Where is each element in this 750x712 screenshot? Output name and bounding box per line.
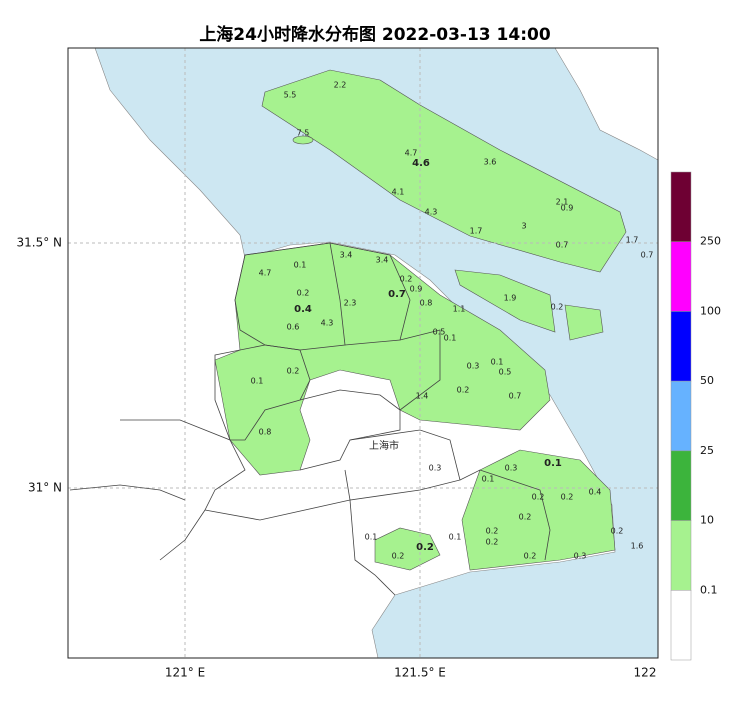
legend-swatch: [670, 311, 692, 382]
lon-label: 121.5° E: [394, 666, 446, 680]
station-value: 3.4: [340, 251, 353, 260]
legend-label: 50: [700, 374, 714, 387]
legend-swatch: [670, 590, 692, 661]
station-value: 0.1: [251, 377, 264, 386]
station-value: 0.2: [486, 527, 499, 536]
station-value: 0.2: [486, 538, 499, 547]
station-value: 0.2: [532, 493, 545, 502]
station-value: 0.3: [429, 464, 442, 473]
station-value: 1.1: [453, 305, 466, 314]
station-value: 0.1: [365, 533, 378, 542]
station-value: 1.7: [626, 236, 639, 245]
station-value: 0.7: [641, 251, 654, 260]
station-value: 0.9: [561, 204, 574, 213]
station-value: 0.3: [574, 552, 587, 561]
station-value: 0.9: [410, 285, 423, 294]
rain-area: [261, 69, 627, 273]
map-frame: [67, 47, 659, 659]
station-value: 4.7: [405, 149, 418, 158]
legend-label: 0.1: [700, 583, 718, 596]
station-value: 0.5: [433, 328, 446, 337]
lat-label: 31° N: [28, 481, 62, 495]
station-value: 7.5: [297, 129, 310, 138]
station-value: 0.2: [611, 527, 624, 536]
station-value: 0.6: [287, 323, 300, 332]
place-label: 上海市: [369, 439, 399, 452]
station-value: 4.1: [392, 188, 405, 197]
station-value: 0.1: [482, 475, 495, 484]
rain-area: [374, 527, 441, 571]
station-value: 1.4: [416, 392, 429, 401]
legend-swatch: [670, 241, 692, 312]
rain-area: [292, 135, 314, 145]
station-value: 1.9: [504, 294, 517, 303]
station-value: 0.2: [392, 552, 405, 561]
station-value: 1.6: [631, 542, 644, 551]
station-value: 2.3: [344, 299, 357, 308]
station-value: 3.6: [484, 158, 497, 167]
rain-area: [454, 269, 556, 333]
station-value: 0.2: [519, 513, 532, 522]
legend-swatch: [670, 171, 692, 242]
legend-label: 250: [700, 235, 721, 248]
lon-label: 121° E: [165, 666, 205, 680]
station-value: 0.2: [416, 542, 434, 553]
station-value: 0.1: [544, 458, 562, 469]
district-boundaries: [69, 242, 551, 596]
station-value: 0.2: [457, 386, 470, 395]
station-value: 3.4: [376, 256, 389, 265]
station-value: 0.2: [561, 493, 574, 502]
station-value: 0.3: [467, 362, 480, 371]
station-value: 0.2: [287, 367, 300, 376]
station-value: 0.8: [259, 428, 272, 437]
station-value: 0.7: [388, 289, 406, 300]
rain-area: [564, 304, 604, 341]
station-value: 3: [521, 222, 526, 231]
legend-label: 100: [700, 304, 721, 317]
lon-label: 122: [634, 666, 657, 680]
legend-swatch: [670, 380, 692, 452]
map-layers: [68, 47, 659, 659]
station-value: 4.3: [321, 319, 334, 328]
rain-area: [461, 449, 616, 571]
station-value: 2.1: [556, 198, 569, 207]
station-value: 0.2: [400, 275, 413, 284]
station-value: 0.5: [499, 368, 512, 377]
legend-label: 10: [700, 514, 714, 527]
station-value: 0.1: [294, 261, 307, 270]
station-value: 1.7: [470, 227, 483, 236]
station-value: 0.7: [509, 392, 522, 401]
station-value: 0.2: [524, 552, 537, 561]
legend-swatch: [670, 450, 692, 521]
station-value: 0.2: [551, 303, 564, 312]
station-value: 5.5: [284, 91, 297, 100]
station-value: 0.3: [505, 464, 518, 473]
station-value: 0.7: [556, 241, 569, 250]
map-title: 上海24小时降水分布图 2022-03-13 14:00: [199, 24, 551, 45]
station-value: 4.3: [425, 208, 438, 217]
lat-label: 31.5° N: [16, 236, 62, 250]
legend-label: 25: [700, 444, 714, 457]
legend: 250 100 50 25 10 0.1: [670, 171, 721, 661]
station-value: 0.8: [420, 299, 433, 308]
station-value: 0.1: [491, 358, 504, 367]
legend-swatch: [670, 520, 692, 591]
station-value: 0.4: [589, 488, 602, 497]
station-value: 2.2: [334, 81, 347, 90]
station-value: 4.6: [412, 158, 430, 169]
station-value: 0.4: [294, 304, 312, 315]
station-value: 4.7: [259, 269, 272, 278]
station-value: 0.1: [449, 533, 462, 542]
station-value: 0.1: [444, 334, 457, 343]
station-value: 0.2: [297, 289, 310, 298]
